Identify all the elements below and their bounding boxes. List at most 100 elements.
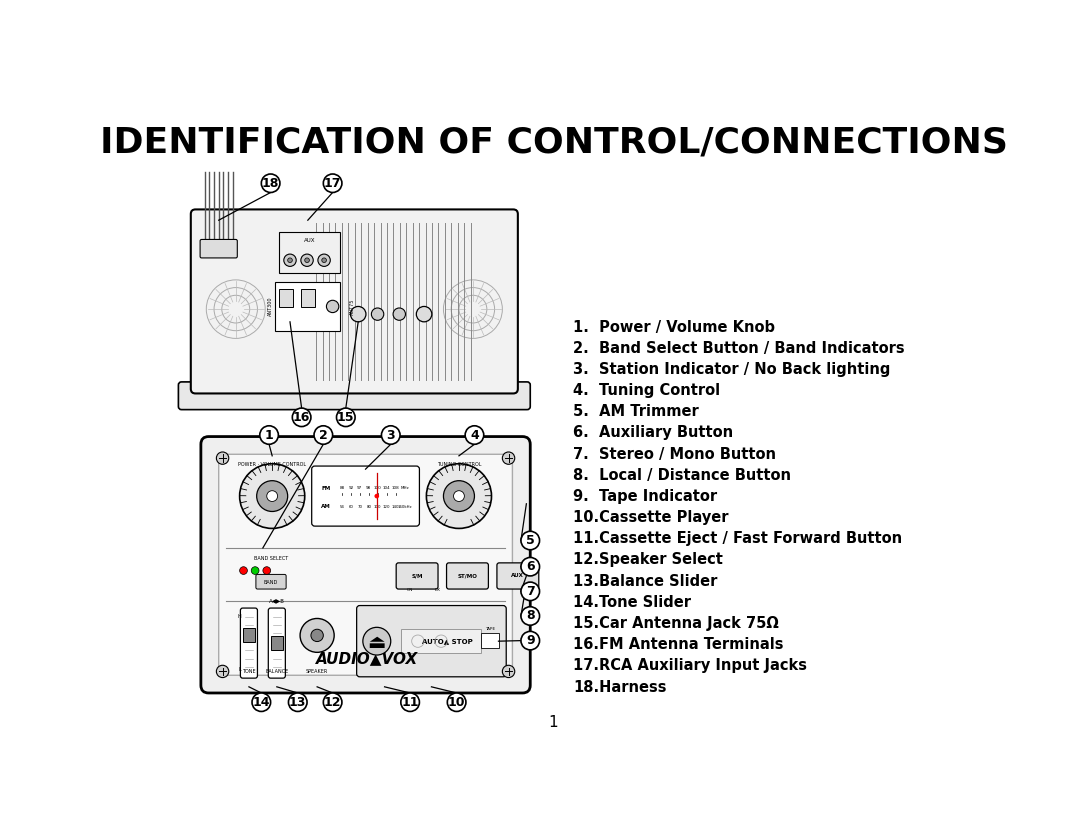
Text: 97: 97 (357, 486, 363, 490)
Circle shape (447, 693, 465, 711)
Text: POWER · VOLUME CONTROL: POWER · VOLUME CONTROL (238, 462, 307, 467)
Text: AUX: AUX (512, 574, 524, 579)
FancyBboxPatch shape (446, 563, 488, 589)
Text: 16.FM Antenna Terminals: 16.FM Antenna Terminals (572, 637, 783, 652)
Text: 16: 16 (293, 411, 310, 424)
Circle shape (252, 693, 271, 711)
Circle shape (393, 308, 405, 320)
Circle shape (261, 174, 280, 193)
Circle shape (305, 258, 309, 263)
Text: AM: AM (321, 505, 330, 510)
Circle shape (216, 666, 229, 677)
Text: MHz: MHz (401, 486, 409, 490)
Text: 80: 80 (366, 505, 372, 509)
Circle shape (322, 258, 326, 263)
Text: 15: 15 (337, 411, 354, 424)
Text: 3: 3 (387, 429, 395, 441)
Circle shape (267, 490, 278, 501)
Circle shape (288, 693, 307, 711)
Text: 8: 8 (526, 610, 535, 622)
Circle shape (427, 464, 491, 529)
Circle shape (323, 174, 342, 193)
Circle shape (350, 306, 366, 322)
Circle shape (287, 258, 293, 263)
Circle shape (401, 693, 419, 711)
Circle shape (521, 607, 540, 626)
FancyBboxPatch shape (268, 608, 285, 678)
Text: H: H (238, 614, 242, 619)
Circle shape (326, 300, 339, 313)
Circle shape (454, 490, 464, 501)
Text: 9: 9 (526, 634, 535, 647)
Text: BAND: BAND (264, 580, 278, 585)
Text: IDENTIFICATION OF CONTROL/CONNECTIONS: IDENTIFICATION OF CONTROL/CONNECTIONS (99, 125, 1008, 159)
Circle shape (252, 567, 259, 575)
Text: 8.  Local / Distance Button: 8. Local / Distance Button (572, 468, 791, 483)
FancyBboxPatch shape (481, 633, 499, 648)
Text: 100: 100 (374, 486, 381, 490)
Circle shape (372, 308, 383, 320)
Circle shape (240, 464, 305, 529)
Text: 54: 54 (339, 505, 345, 509)
Text: SPEAKER: SPEAKER (306, 669, 328, 674)
FancyBboxPatch shape (275, 282, 340, 331)
FancyBboxPatch shape (241, 608, 257, 678)
Circle shape (444, 480, 474, 511)
FancyBboxPatch shape (396, 563, 438, 589)
Text: 120: 120 (383, 505, 391, 509)
Circle shape (375, 494, 379, 499)
Circle shape (311, 629, 323, 641)
Text: TAPE: TAPE (485, 627, 495, 631)
Circle shape (293, 408, 311, 426)
Circle shape (521, 531, 540, 550)
Text: 12.Speaker Select: 12.Speaker Select (572, 552, 723, 567)
Text: 5.  AM Trimmer: 5. AM Trimmer (572, 404, 699, 420)
Text: ANT300: ANT300 (268, 297, 273, 316)
Text: 14: 14 (253, 696, 270, 709)
Text: 92: 92 (348, 486, 353, 490)
Circle shape (318, 254, 330, 266)
Circle shape (260, 426, 279, 445)
Circle shape (284, 254, 296, 266)
Text: 12: 12 (324, 696, 341, 709)
FancyBboxPatch shape (301, 289, 314, 307)
Text: S/M: S/M (411, 574, 423, 579)
FancyBboxPatch shape (356, 605, 507, 677)
Text: TUNING CONTROL: TUNING CONTROL (436, 462, 482, 467)
Text: DX: DX (434, 588, 441, 592)
FancyBboxPatch shape (497, 563, 539, 589)
Text: 14.Tone Slider: 14.Tone Slider (572, 595, 691, 610)
FancyBboxPatch shape (200, 239, 238, 258)
Text: 88: 88 (339, 486, 345, 490)
Circle shape (416, 306, 432, 322)
FancyBboxPatch shape (312, 466, 419, 526)
Text: 98: 98 (366, 486, 372, 490)
FancyBboxPatch shape (218, 455, 512, 676)
Text: 4: 4 (470, 429, 478, 441)
Text: 160kHz: 160kHz (397, 505, 411, 509)
FancyBboxPatch shape (279, 289, 293, 307)
Text: TONE: TONE (242, 669, 256, 674)
Text: 1.  Power / Volume Knob: 1. Power / Volume Knob (572, 319, 774, 334)
Circle shape (337, 408, 355, 426)
Circle shape (300, 619, 334, 652)
Text: ANT75: ANT75 (350, 299, 355, 314)
Text: AUDIO▲VOX: AUDIO▲VOX (316, 651, 419, 666)
Text: AUTO▲ STOP: AUTO▲ STOP (422, 638, 473, 644)
Text: 13.Balance Slider: 13.Balance Slider (572, 574, 717, 589)
FancyBboxPatch shape (256, 575, 286, 589)
Text: 2: 2 (319, 429, 327, 441)
Circle shape (262, 567, 271, 575)
Text: 17.RCA Auxiliary Input Jacks: 17.RCA Auxiliary Input Jacks (572, 658, 807, 673)
Circle shape (323, 693, 342, 711)
Text: 100: 100 (374, 505, 381, 509)
FancyBboxPatch shape (271, 636, 283, 650)
Text: BALANCE: BALANCE (266, 669, 288, 674)
Text: 1: 1 (265, 429, 273, 441)
Text: 1: 1 (549, 715, 558, 730)
Text: 10.Cassette Player: 10.Cassette Player (572, 510, 728, 525)
Text: 3.  Station Indicator / No Back lighting: 3. Station Indicator / No Back lighting (572, 362, 890, 377)
Circle shape (216, 452, 229, 465)
Text: 11.Cassette Eject / Fast Forward Button: 11.Cassette Eject / Fast Forward Button (572, 531, 902, 546)
FancyBboxPatch shape (178, 382, 530, 409)
